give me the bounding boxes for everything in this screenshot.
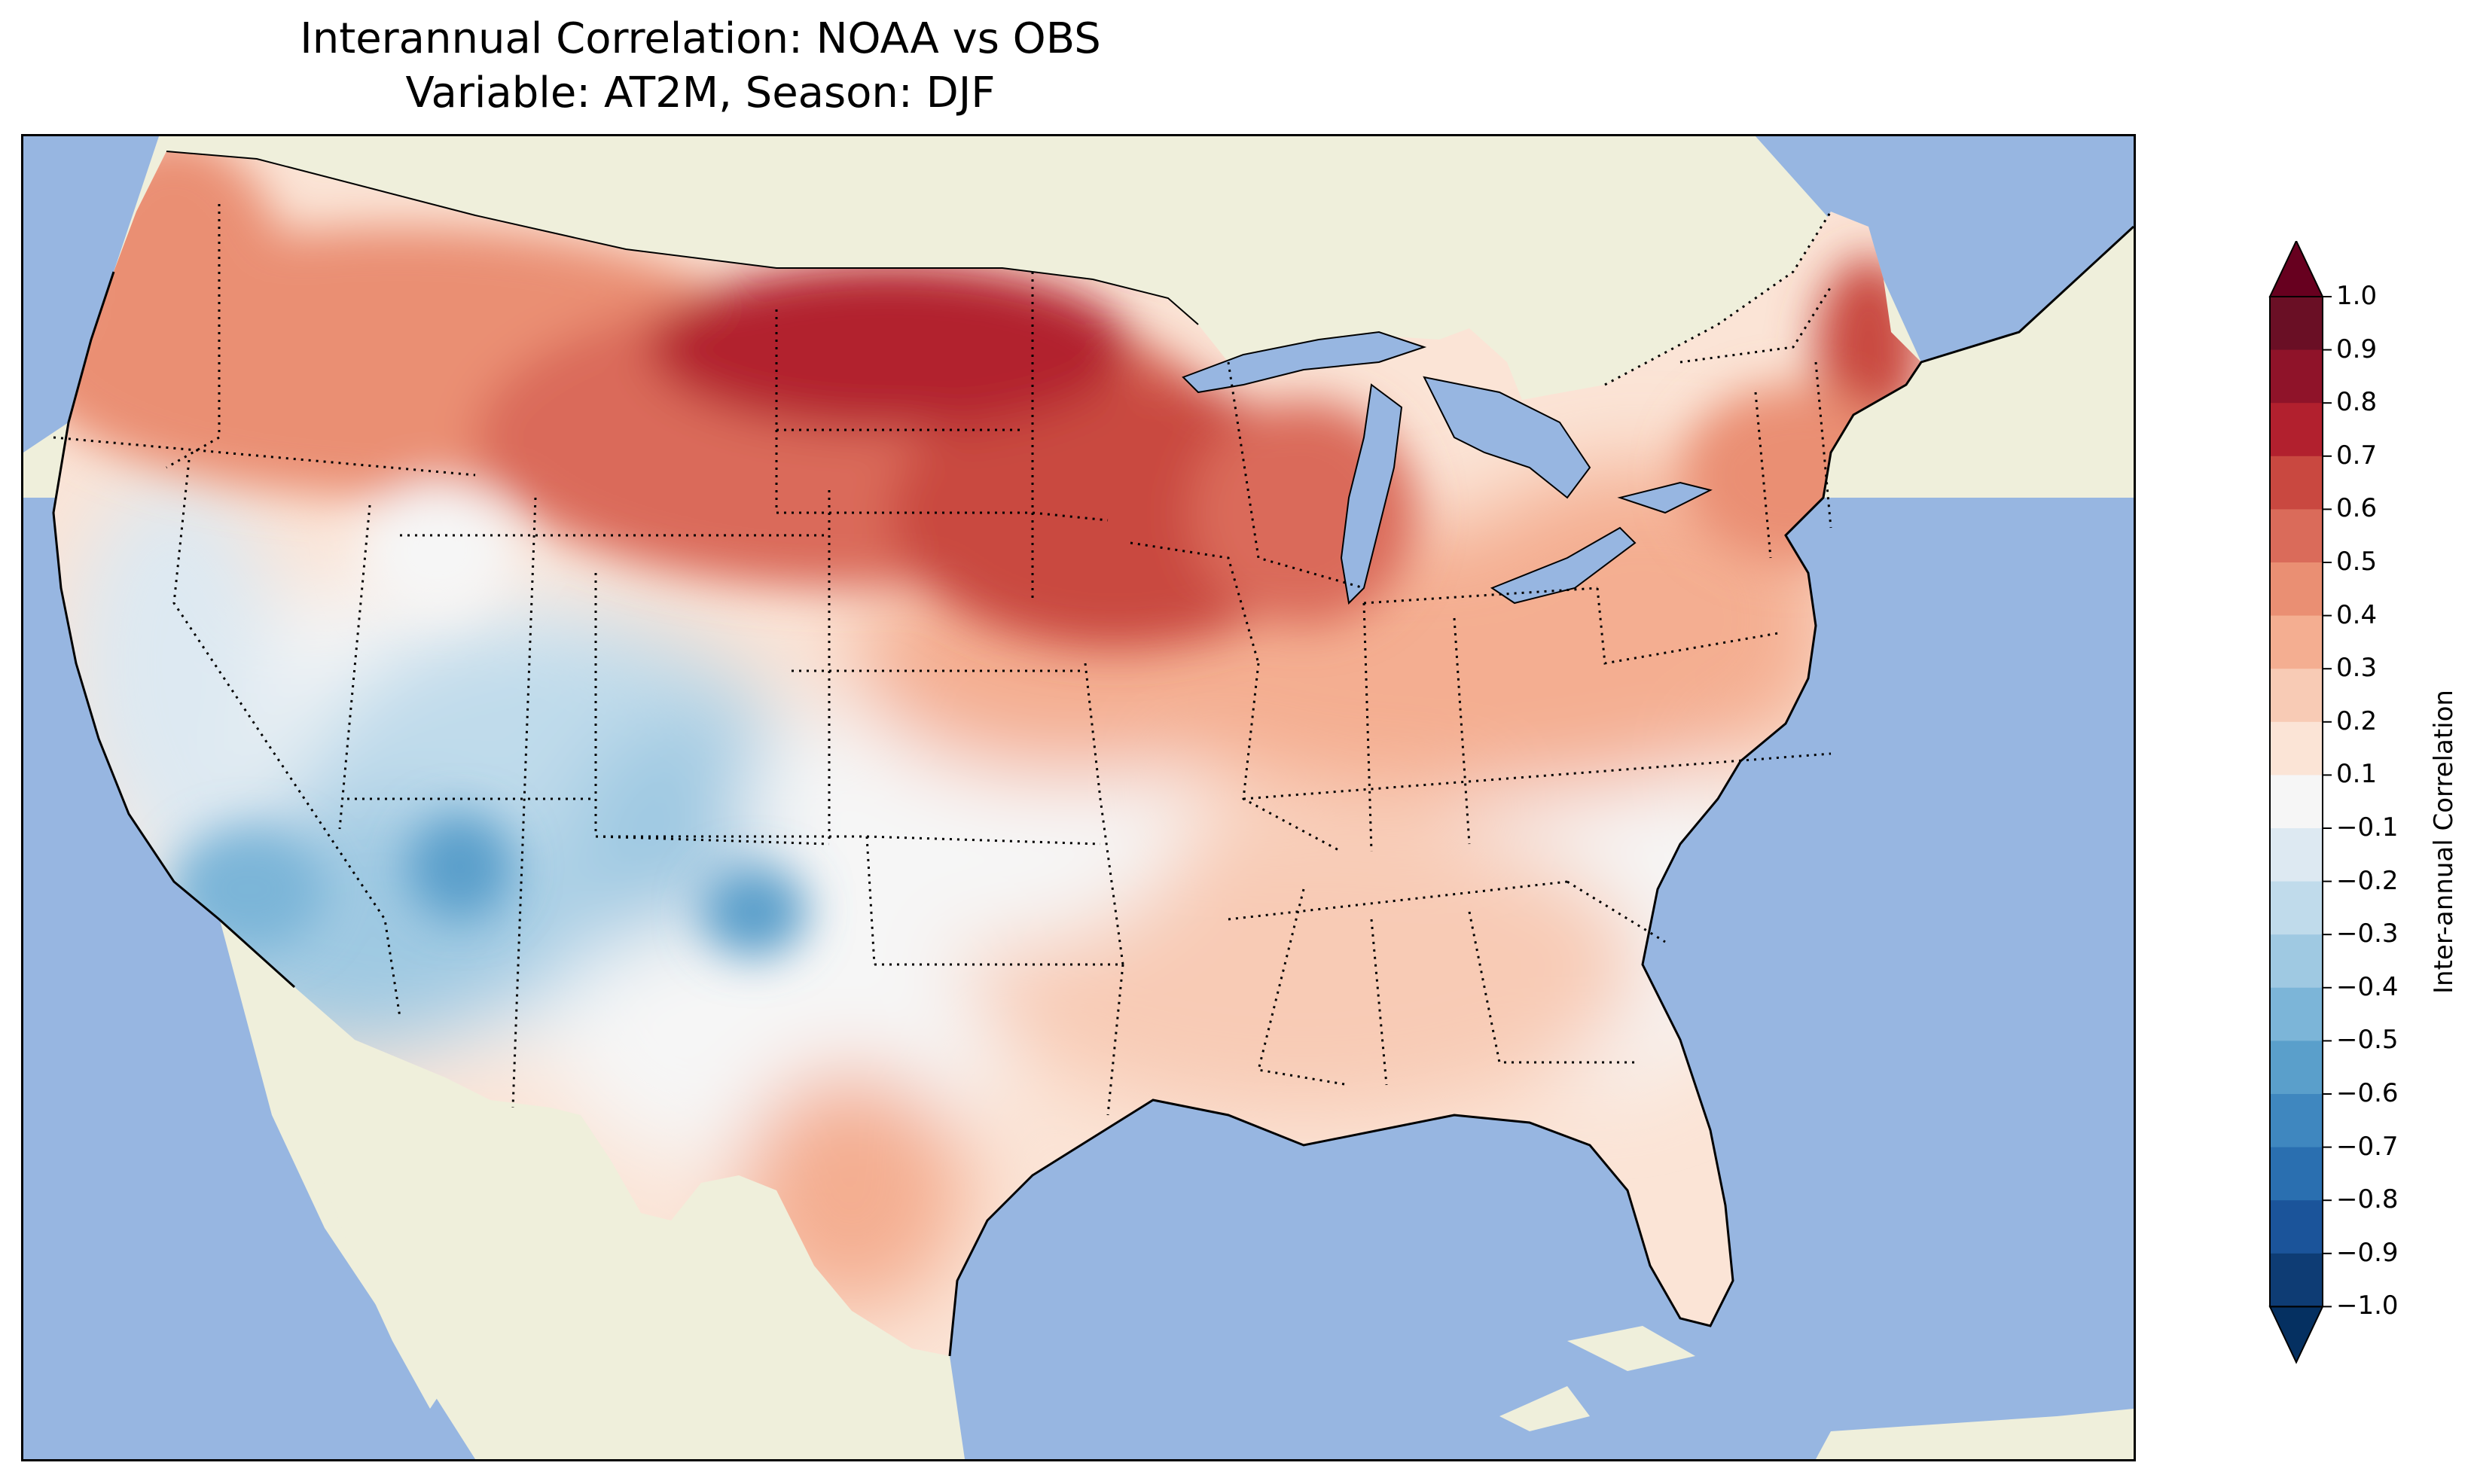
map-panel bbox=[21, 134, 2136, 1461]
colorbar-segment bbox=[2270, 1253, 2323, 1307]
colorbar-segment bbox=[2270, 1041, 2323, 1095]
colorbar-tick-label: 0.8 bbox=[2336, 387, 2378, 418]
colorbar-segment bbox=[2270, 828, 2323, 882]
colorbar-tick-label: 0.1 bbox=[2336, 759, 2378, 790]
colorbar-svg bbox=[2268, 239, 2332, 1364]
colorbar-tick-label: −0.8 bbox=[2336, 1184, 2399, 1215]
colorbar-segment bbox=[2270, 456, 2323, 510]
colorbar-segment bbox=[2270, 509, 2323, 563]
colorbar-tick-label: −0.3 bbox=[2336, 919, 2399, 949]
colorbar-tick-label: 0.9 bbox=[2336, 334, 2378, 364]
colorbar-segment bbox=[2270, 669, 2323, 723]
map-canvas bbox=[23, 136, 2134, 1459]
colorbar-extend-under bbox=[2268, 1306, 2324, 1364]
colorbar-segment bbox=[2270, 297, 2323, 351]
colorbar-segment bbox=[2270, 934, 2323, 989]
colorbar-segment bbox=[2270, 403, 2323, 457]
colorbar-segment bbox=[2270, 562, 2323, 617]
colorbar-segment bbox=[2270, 775, 2323, 829]
colorbar-tick-label: −0.5 bbox=[2336, 1025, 2399, 1056]
colorbar-tick-label: −0.4 bbox=[2336, 971, 2399, 1002]
colorbar-tick-label: −1.0 bbox=[2336, 1291, 2399, 1321]
colorbar-tick-label: 0.2 bbox=[2336, 705, 2378, 736]
colorbar-segment bbox=[2270, 721, 2323, 776]
colorbar bbox=[2259, 239, 2335, 1370]
colorbar-tick-label: −0.2 bbox=[2336, 865, 2399, 896]
colorbar-tick-label: 0.4 bbox=[2336, 599, 2378, 630]
colorbar-extend-over bbox=[2268, 239, 2324, 297]
colorbar-tick-label: −0.6 bbox=[2336, 1078, 2399, 1108]
colorbar-segment bbox=[2270, 1200, 2323, 1254]
colorbar-tick-label: −0.9 bbox=[2336, 1237, 2399, 1268]
chart-title: Interannual Correlation: NOAA vs OBS bbox=[300, 14, 1101, 63]
colorbar-tick-label: 1.0 bbox=[2336, 281, 2378, 311]
colorbar-tick-label: 0.3 bbox=[2336, 653, 2378, 684]
colorbar-tick-label: −0.1 bbox=[2336, 812, 2399, 843]
colorbar-segment bbox=[2270, 349, 2323, 404]
colorbar-tick-label: 0.5 bbox=[2336, 547, 2378, 577]
colorbar-segment bbox=[2270, 881, 2323, 935]
colorbar-tick-label: 0.7 bbox=[2336, 440, 2378, 471]
colorbar-label: Inter-annual Correlation bbox=[2429, 690, 2459, 994]
colorbar-tick-label: 0.6 bbox=[2336, 493, 2378, 524]
chart-subtitle: Variable: AT2M, Season: DJF bbox=[405, 69, 996, 117]
colorbar-segment bbox=[2270, 1094, 2323, 1148]
colorbar-segment bbox=[2270, 1147, 2323, 1201]
colorbar-tick-label: −0.7 bbox=[2336, 1131, 2399, 1162]
colorbar-segment bbox=[2270, 987, 2323, 1041]
colorbar-segment bbox=[2270, 615, 2323, 669]
